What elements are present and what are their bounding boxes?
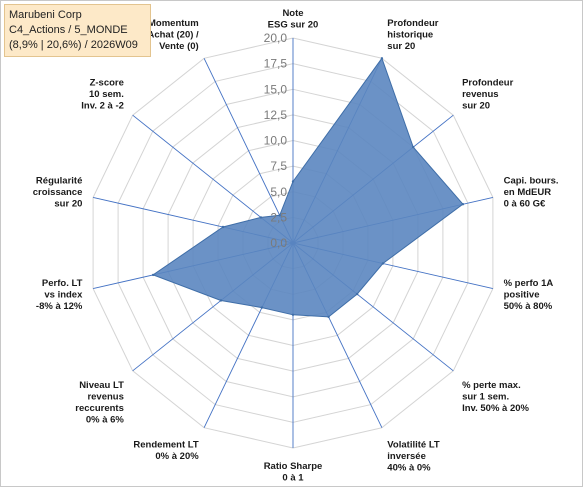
axis-label-line: revenus bbox=[462, 89, 498, 100]
axis-label: Régularité croissance sur 20 bbox=[33, 176, 83, 210]
tick-label: 10,0 bbox=[264, 134, 288, 148]
tick-label: 12,5 bbox=[264, 108, 288, 122]
axis-label-line: 10 sem. bbox=[89, 89, 124, 100]
axis-label-line: positive bbox=[504, 290, 540, 301]
axis-label-line: 0 à 1 bbox=[282, 473, 304, 484]
series-point bbox=[259, 216, 263, 219]
series-point bbox=[327, 315, 330, 319]
series-area bbox=[152, 57, 464, 318]
title-company: Marubeni Corp bbox=[9, 9, 82, 21]
axis-label-line: sur 20 bbox=[462, 100, 490, 111]
radar-series bbox=[151, 57, 465, 319]
axis-label: Ratio Sharpe 0 à 1 bbox=[264, 461, 323, 484]
tick-label: 15,0 bbox=[264, 82, 288, 96]
axis-label-line: sur 1 sem. bbox=[462, 392, 509, 403]
axis-label: Note ESG sur 20 bbox=[268, 8, 319, 31]
chart-title-box: Marubeni Corp C4_Actions / 5_MONDE (8,9%… bbox=[4, 4, 151, 57]
series-point bbox=[412, 145, 415, 149]
axis-label-line: -8% à 12% bbox=[36, 301, 83, 312]
axis-label-line: en MdEUR bbox=[504, 187, 552, 198]
axis-label-line: Note bbox=[282, 8, 303, 19]
spoke-line bbox=[203, 58, 294, 244]
axis-label-line: reccurents bbox=[75, 403, 124, 414]
axis-label-line: Momentum bbox=[148, 18, 199, 29]
axis-label: Profondeur historique sur 20 bbox=[387, 18, 438, 52]
series-point bbox=[355, 292, 359, 296]
axis-label-line: 0 à 60 G€ bbox=[504, 199, 546, 210]
axis-label: Momentum Achat (20) / Vente (0) bbox=[147, 18, 199, 52]
series-point bbox=[291, 180, 295, 183]
axis-label-line: Profondeur bbox=[387, 18, 438, 29]
axis-label-line: 40% à 0% bbox=[387, 463, 431, 474]
axis-label-line: 50% à 80% bbox=[504, 301, 553, 312]
axis-label-line: sur 20 bbox=[387, 41, 415, 52]
axis-label: Z-score 10 sem. Inv. 2 à -2 bbox=[81, 77, 124, 111]
axis-label-line: 0% à 6% bbox=[86, 415, 125, 426]
axis-label-line: croissance bbox=[33, 187, 83, 198]
axis-label-line: Perfo. LT bbox=[42, 278, 83, 289]
title-period: (8,9% | 20,6%) / 2026W09 bbox=[9, 39, 138, 51]
series-point bbox=[291, 313, 295, 316]
axis-label: Rendement LT 0% à 20% bbox=[133, 440, 199, 463]
axis-label-line: Inv. 50% à 20% bbox=[462, 403, 529, 414]
axis-label-line: Z-score bbox=[90, 77, 124, 88]
tick-label: 5,0 bbox=[270, 185, 287, 199]
axis-label-line: Ratio Sharpe bbox=[264, 461, 323, 472]
tick-label: 2,5 bbox=[270, 210, 287, 224]
axis-label-line: Rendement LT bbox=[133, 440, 198, 451]
axis-label-line: historique bbox=[387, 29, 433, 40]
radar-ticks: 0,0 2,5 5,0 7,5 10,0 12,5 15,0 17,5 20,0 bbox=[264, 31, 288, 250]
axis-label: % perte max. sur 1 sem. Inv. 50% à 20% bbox=[462, 380, 529, 414]
tick-label: 7,5 bbox=[270, 159, 287, 173]
series-point bbox=[278, 214, 281, 217]
series-point bbox=[260, 306, 264, 309]
axis-label-line: vs index bbox=[44, 290, 83, 301]
axis-label: % perfo 1A positive 50% à 80% bbox=[504, 278, 554, 312]
axis-label-line: Achat (20) / bbox=[147, 29, 199, 40]
axis-label-line: Profondeur bbox=[462, 77, 513, 88]
series-point bbox=[151, 273, 155, 277]
tick-label: 17,5 bbox=[264, 57, 288, 71]
axis-label-line: Vente (0) bbox=[159, 41, 199, 52]
series-point bbox=[380, 57, 384, 60]
axis-label-line: Inv. 2 à -2 bbox=[81, 100, 124, 111]
axis-label-line: ESG sur 20 bbox=[268, 20, 319, 31]
axis-label-line: 0% à 20% bbox=[155, 451, 199, 462]
axis-label-line: Niveau LT bbox=[79, 380, 124, 391]
axis-label-line: sur 20 bbox=[54, 199, 82, 210]
axis-label: Niveau LT revenus reccurents 0% à 6% bbox=[75, 380, 124, 426]
series-point bbox=[221, 225, 225, 229]
radar-axis-labels: Note ESG sur 20 Profondeur historique sur 20… bbox=[33, 8, 559, 484]
series-point bbox=[219, 299, 223, 302]
axis-label-line: % perfo 1A bbox=[504, 278, 554, 289]
axis-label-line: % perte max. bbox=[462, 380, 521, 391]
axis-label: Volatilité LT inversée 40% à 0% bbox=[387, 440, 440, 474]
axis-label: Profondeur revenus sur 20 bbox=[462, 77, 513, 111]
series-point bbox=[461, 203, 465, 206]
axis-label-line: inversée bbox=[387, 451, 426, 462]
series-point bbox=[381, 262, 385, 265]
axis-label: Perfo. LT vs index -8% à 12% bbox=[36, 278, 83, 312]
axis-label-line: Régularité bbox=[36, 176, 82, 187]
axis-label-line: Capi. bours. bbox=[504, 176, 559, 187]
axis-label-line: Volatilité LT bbox=[387, 440, 440, 451]
tick-label: 20,0 bbox=[264, 31, 288, 45]
axis-label: Capi. bours. en MdEUR 0 à 60 G€ bbox=[504, 176, 559, 210]
tick-label: 0,0 bbox=[270, 236, 287, 250]
axis-label-line: revenus bbox=[87, 392, 123, 403]
title-category: C4_Actions / 5_MONDE bbox=[9, 24, 128, 36]
